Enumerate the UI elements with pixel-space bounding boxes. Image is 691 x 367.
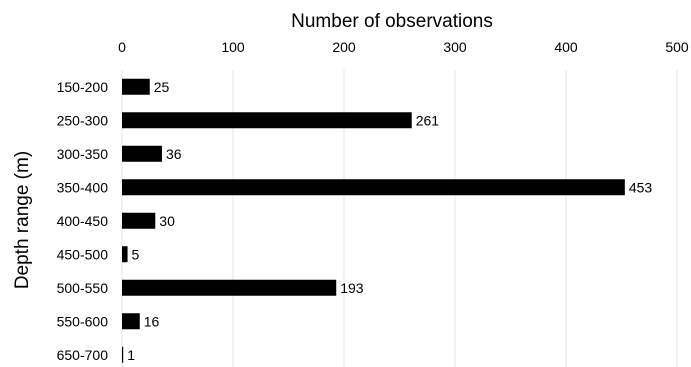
y-axis-title: Depth range (m) bbox=[12, 151, 33, 289]
data-label: 30 bbox=[159, 213, 175, 229]
category-label: 150-200 bbox=[57, 79, 109, 95]
data-label: 25 bbox=[154, 79, 170, 95]
data-labels: 25 261 36 453 30 5 193 16 1 bbox=[127, 79, 652, 363]
bar bbox=[122, 246, 128, 263]
data-label: 261 bbox=[416, 112, 440, 128]
category-label: 450-500 bbox=[57, 246, 109, 262]
x-tick-label: 200 bbox=[332, 39, 356, 55]
x-tick-label: 0 bbox=[118, 39, 126, 55]
bar bbox=[122, 145, 162, 162]
bar bbox=[122, 179, 625, 196]
x-axis-ticks: 0 100 200 300 400 500 bbox=[118, 39, 689, 55]
data-label: 1 bbox=[127, 347, 135, 363]
category-label: 250-300 bbox=[57, 112, 109, 128]
bar bbox=[122, 313, 140, 330]
x-tick-label: 400 bbox=[554, 39, 578, 55]
category-label: 400-450 bbox=[57, 213, 109, 229]
bar bbox=[122, 78, 150, 95]
data-label: 453 bbox=[629, 179, 653, 195]
category-label: 350-400 bbox=[57, 179, 109, 195]
bars bbox=[122, 78, 625, 363]
x-axis-title: Number of observations bbox=[291, 11, 493, 32]
bar bbox=[122, 279, 337, 296]
data-label: 16 bbox=[144, 313, 160, 329]
category-label: 500-550 bbox=[57, 280, 109, 296]
data-label: 193 bbox=[340, 280, 364, 296]
category-label: 550-600 bbox=[57, 313, 109, 329]
category-label: 650-700 bbox=[57, 347, 109, 363]
category-label: 300-350 bbox=[57, 146, 109, 162]
bar bbox=[122, 346, 124, 363]
bar bbox=[122, 212, 156, 229]
bar bbox=[122, 112, 412, 129]
x-tick-label: 300 bbox=[443, 39, 467, 55]
x-tick-label: 500 bbox=[665, 39, 689, 55]
data-label: 5 bbox=[132, 246, 140, 262]
y-axis-categories: 150-200 250-300 300-350 350-400 400-450 450-5… bbox=[57, 79, 109, 363]
x-tick-label: 100 bbox=[221, 39, 245, 55]
data-label: 36 bbox=[166, 146, 182, 162]
